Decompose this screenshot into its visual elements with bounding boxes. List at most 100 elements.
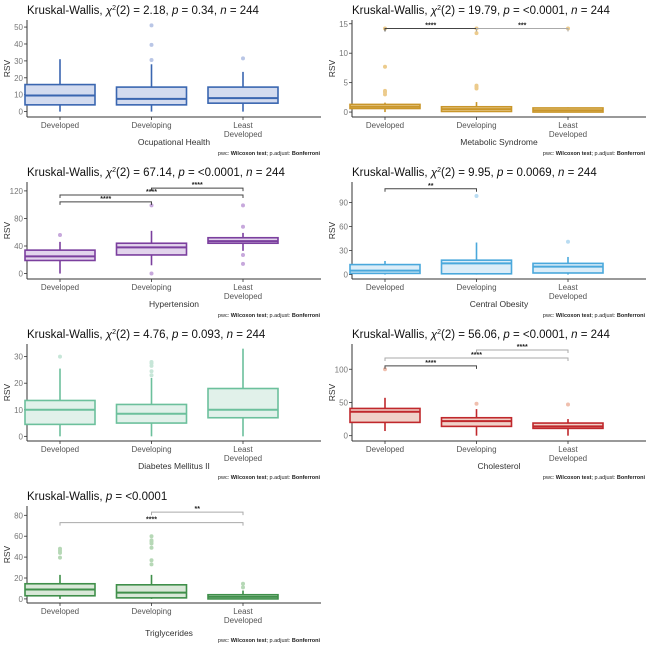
chart-panel-4: Kruskal-Wallis, χ2(2) = 9.95, p = 0.0069… [325, 162, 650, 324]
chart-title: Kruskal-Wallis, χ2(2) = 67.14, p = <0.00… [27, 167, 285, 179]
significance-bracket: *** [476, 22, 569, 32]
significance-bracket: **** [384, 360, 477, 369]
y-tick-label: 30 [14, 353, 23, 362]
outlier-point [149, 23, 154, 28]
outlier-point [149, 359, 154, 364]
outlier-point [383, 88, 387, 93]
y-axis-title: RSV [2, 221, 12, 239]
footer-note: pwc: Wilcoxon test; p.adjust: Bonferroni [218, 638, 321, 644]
bracket-line [59, 194, 244, 199]
outlier-point [474, 194, 479, 199]
outlier-point [58, 354, 62, 359]
chart-title: Kruskal-Wallis, χ2(2) = 4.76, p = 0.093,… [27, 329, 266, 341]
y-tick-label: 0 [344, 271, 349, 280]
x-tick-label: Developed [549, 292, 587, 301]
outlier-point [566, 402, 570, 407]
significance-label: **** [146, 517, 157, 524]
outlier-point [474, 31, 479, 36]
box-iqr [440, 259, 513, 275]
x-tick-label: Developed [41, 445, 79, 454]
x-tick-label: Developed [224, 454, 262, 463]
boxplot-developed [349, 260, 421, 275]
outlier-point [58, 555, 62, 560]
outlier-point [241, 581, 245, 586]
outlier-point [58, 232, 62, 237]
bracket-line [384, 365, 477, 369]
x-tick-label: Least [233, 607, 253, 616]
footer-note: pwc: Wilcoxon test; p.adjust: Bonferroni [218, 475, 321, 481]
bracket-line [384, 188, 477, 192]
x-tick-label: Developed [366, 283, 404, 292]
x-tick-label: Developed [224, 292, 262, 301]
outlier-point [149, 538, 154, 543]
y-tick-label: 80 [14, 214, 23, 223]
outlier-point [149, 58, 154, 63]
y-axis-title: RSV [327, 59, 337, 77]
boxplot-developed [24, 59, 96, 112]
y-axis-title: RSV [2, 383, 12, 401]
x-tick-label: Developed [41, 283, 79, 292]
x-axis-title: Diabetes Mellitus II [138, 461, 210, 471]
x-tick-label: Developing [456, 121, 496, 130]
boxplot-developed [24, 546, 96, 599]
significance-bracket: **** [59, 196, 152, 205]
boxplot-developing [115, 359, 188, 437]
boxplot-developed [349, 26, 421, 113]
box-iqr [24, 249, 96, 262]
outlier-point [383, 367, 387, 372]
outlier-point [149, 545, 154, 550]
y-axis-title: RSV [2, 59, 12, 77]
outlier-point [149, 373, 154, 378]
y-tick-label: 40 [14, 40, 23, 49]
x-tick-label: Developed [224, 130, 262, 139]
outlier-point [58, 546, 62, 551]
chart-svg: Kruskal-Wallis, χ2(2) = 4.76, p = 0.093,… [2, 329, 321, 481]
outlier-point [149, 203, 154, 208]
x-tick-label: Developing [456, 445, 496, 454]
bracket-line [384, 357, 569, 361]
y-tick-label: 30 [14, 57, 23, 66]
x-tick-label: Developed [549, 454, 587, 463]
box-iqr [115, 242, 188, 256]
y-tick-label: 40 [14, 242, 23, 251]
x-tick-label: Developing [456, 283, 496, 292]
outlier-point [241, 56, 245, 61]
y-tick-label: 20 [14, 574, 23, 583]
significance-bracket: **** [384, 352, 569, 361]
box-iqr [207, 86, 279, 104]
chart-panel-2: Kruskal-Wallis, χ2(2) = 19.79, p = <0.00… [325, 0, 650, 162]
y-axis-title: RSV [2, 545, 12, 563]
outlier-point [149, 562, 154, 567]
chart-panel-1: Kruskal-Wallis, χ2(2) = 2.18, p = 0.34, … [0, 0, 325, 162]
x-axis-title: Triglycerides [145, 628, 193, 638]
significance-label: ** [428, 183, 434, 190]
boxplot-developing [440, 26, 513, 113]
box-iqr [115, 584, 188, 599]
x-axis-title: Cholesterol [478, 461, 521, 471]
significance-label: ** [195, 506, 201, 513]
outlier-point [566, 239, 570, 244]
footer-note: pwc: Wilcoxon test; p.adjust: Bonferroni [218, 313, 321, 319]
y-tick-label: 10 [14, 406, 23, 415]
y-tick-label: 50 [339, 398, 348, 407]
bracket-line [59, 201, 152, 205]
boxplot-least-developed [532, 26, 604, 113]
outlier-point [149, 369, 154, 374]
chart-panel-5: Kruskal-Wallis, χ2(2) = 4.76, p = 0.093,… [0, 324, 325, 486]
x-tick-label: Developed [224, 616, 262, 625]
y-tick-label: 60 [14, 532, 23, 541]
y-tick-label: 10 [339, 49, 348, 58]
boxplot-least-developed [207, 203, 279, 266]
x-axis-title: Metabolic Syndrome [460, 137, 538, 147]
outlier-point [241, 261, 245, 266]
x-tick-label: Least [233, 445, 253, 454]
x-tick-label: Developing [131, 607, 171, 616]
chart-svg: Kruskal-Wallis, χ2(2) = 9.95, p = 0.0069… [327, 167, 646, 319]
y-tick-label: 0 [19, 108, 24, 117]
outlier-point [241, 224, 245, 229]
chart-panel-6: Kruskal-Wallis, χ2(2) = 56.06, p = <0.00… [325, 324, 650, 486]
y-tick-label: 30 [339, 247, 348, 256]
significance-bracket: **** [151, 182, 244, 192]
box-iqr [115, 86, 188, 106]
chart-svg: Kruskal-Wallis, χ2(2) = 19.79, p = <0.00… [327, 5, 646, 157]
